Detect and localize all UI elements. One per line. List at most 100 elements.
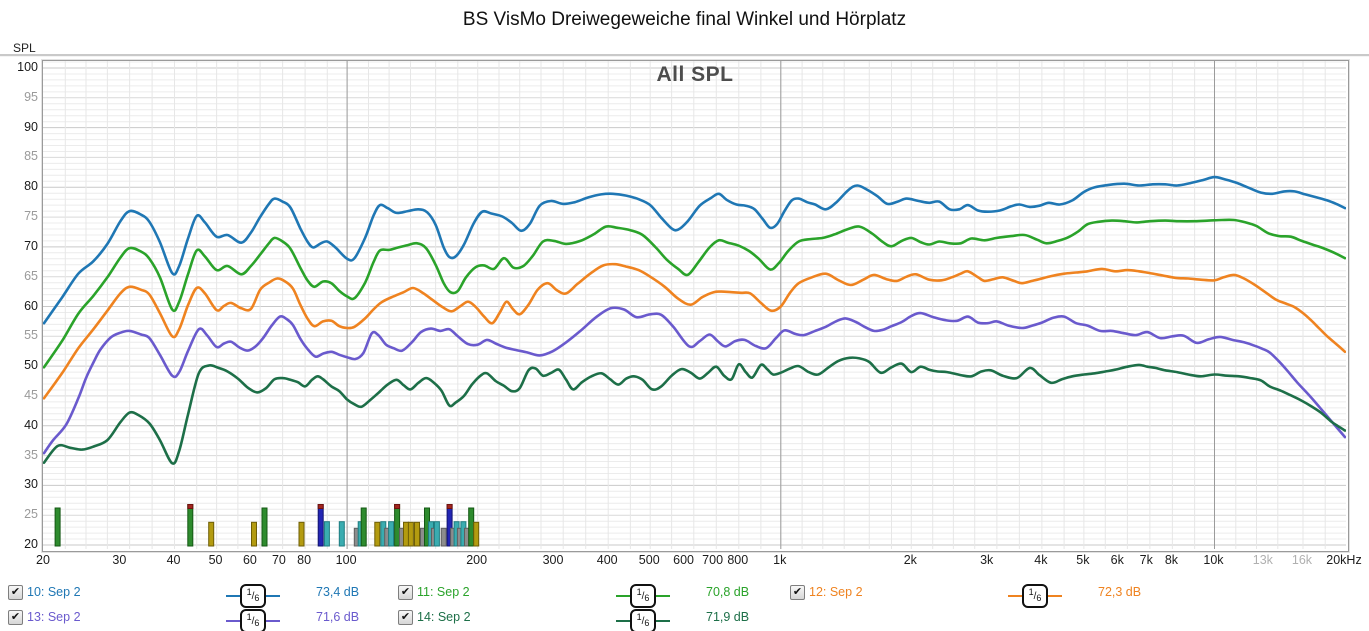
measurement-label[interactable]: 11: Sep 2 <box>417 585 470 599</box>
smoothing-badge[interactable]: 1/6 <box>598 609 688 631</box>
page-title: BS VisMo Dreiwegeweiche final Winkel und… <box>462 9 907 30</box>
measurement-label[interactable]: 12: Sep 2 <box>809 585 863 599</box>
spectrum-bar <box>374 521 381 547</box>
x-tick-label: 700 <box>702 553 724 567</box>
measurement-checkbox[interactable]: ✔ <box>790 585 805 600</box>
spectrum-bar <box>407 521 414 547</box>
spectrum-bar-cap <box>394 504 401 509</box>
spectrum-bar <box>317 504 324 547</box>
spectrum-bar <box>298 521 305 547</box>
panel-divider <box>0 54 1369 56</box>
badge-line <box>615 620 630 622</box>
graph-overlay-title: All SPL <box>656 63 734 86</box>
x-tick-label: 50 <box>208 553 223 567</box>
badge-line <box>1048 595 1063 597</box>
measurement-label[interactable]: 13: Sep 2 <box>27 610 81 624</box>
spl-trace-3[interactable] <box>43 262 1346 400</box>
measurement-checkbox[interactable]: ✔ <box>398 610 413 625</box>
x-tick-label: 400 <box>596 553 618 567</box>
y-tick-label: 90 <box>24 119 38 134</box>
badge-line <box>656 620 671 622</box>
measurement-average: 71,6 dB <box>316 610 360 624</box>
y-tick-label: 55 <box>24 328 38 343</box>
x-tick-label: 8k <box>1164 553 1179 567</box>
smoothing-badge[interactable]: 1/6 <box>990 584 1080 608</box>
y-tick-label: 80 <box>24 179 38 194</box>
measurement-checkbox[interactable]: ✔ <box>398 585 413 600</box>
y-tick-label: 65 <box>24 268 38 283</box>
badge-line <box>225 595 240 597</box>
y-tick-label: 25 <box>24 507 38 522</box>
measurement-label[interactable]: 14: Sep 2 <box>417 610 471 624</box>
badge-line <box>225 620 240 622</box>
y-tick-label: 45 <box>24 387 38 402</box>
x-tick-label: 7k <box>1139 553 1153 567</box>
spectrum-bar-cap <box>446 504 453 509</box>
x-tick-label: 800 <box>727 553 749 567</box>
smoothing-value: 1/6 <box>239 609 267 631</box>
spectrum-bar <box>208 521 215 547</box>
spectrum-bar <box>394 504 401 547</box>
spl-trace-1[interactable] <box>43 175 1346 325</box>
x-tick-label: 20kHz <box>1326 553 1362 567</box>
spectrum-bar <box>414 521 420 547</box>
x-tick-label: 60 <box>242 553 257 567</box>
x-tick-label: 100 <box>335 553 357 567</box>
measurement-average: 73,4 dB <box>316 585 360 599</box>
spl-trace-4[interactable] <box>43 306 1346 455</box>
smoothing-value: 1/6 <box>239 584 267 608</box>
spectrum-bar-cap <box>317 504 324 509</box>
x-tick-label: 5k <box>1076 553 1090 567</box>
spectrum-bar <box>403 521 409 547</box>
x-tick-label: 40 <box>166 553 181 567</box>
x-tick-label: 2k <box>903 553 917 567</box>
badge-line <box>266 620 281 622</box>
spectrum-bar <box>433 521 440 547</box>
y-tick-label: 60 <box>24 298 38 313</box>
spectrum-bar <box>468 507 475 547</box>
smoothing-badge[interactable]: 1/6 <box>208 609 298 631</box>
smoothing-badge[interactable]: 1/6 <box>598 584 688 608</box>
x-tick-label: 300 <box>542 553 564 567</box>
x-tick-label: 30 <box>112 553 127 567</box>
badge-line <box>266 595 281 597</box>
y-tick-label: 70 <box>24 238 38 253</box>
spectrum-bar <box>251 521 257 547</box>
y-tick-label: 100 <box>17 60 38 74</box>
y-tick-label: 20 <box>24 537 38 551</box>
y-tick-label: 75 <box>24 209 38 224</box>
x-tick-label: 80 <box>297 553 312 567</box>
x-tick-label: 4k <box>1034 553 1048 567</box>
x-tick-label: 70 <box>271 553 286 567</box>
y-tick-label: 40 <box>24 417 38 432</box>
badge-line <box>1007 595 1022 597</box>
smoothing-badge[interactable]: 1/6 <box>208 584 298 608</box>
badge-line <box>615 595 630 597</box>
measurement-average: 70,8 dB <box>706 585 750 599</box>
spectrum-bar <box>360 507 367 547</box>
x-tick-label: 500 <box>638 553 660 567</box>
x-tick-label: 200 <box>466 553 488 567</box>
spl-trace-5[interactable] <box>43 356 1346 465</box>
y-tick-label: 30 <box>24 477 38 492</box>
spectrum-bar-cap <box>187 504 194 509</box>
smoothing-value: 1/6 <box>629 609 657 631</box>
measurement-checkbox[interactable]: ✔ <box>8 585 23 600</box>
x-tick-label: 6k <box>1110 553 1124 567</box>
x-tick-label: 20 <box>36 553 50 567</box>
spl-graph-canvas[interactable] <box>43 61 1346 549</box>
measurement-average: 72,3 dB <box>1098 585 1142 599</box>
spectrum-bar <box>187 504 194 547</box>
spectrum-bar <box>338 521 345 547</box>
x-tick-label: 1k <box>773 553 787 567</box>
smoothing-value: 1/6 <box>629 584 657 608</box>
spl-trace-2[interactable] <box>43 218 1346 369</box>
plot-area[interactable]: All SPL <box>42 60 1349 552</box>
spectrum-bar <box>261 507 268 547</box>
y-tick-label: 85 <box>24 149 38 164</box>
measurement-label[interactable]: 10: Sep 2 <box>27 585 81 599</box>
spectrum-bar <box>54 507 61 547</box>
measurement-average: 71,9 dB <box>706 610 750 624</box>
measurement-checkbox[interactable]: ✔ <box>8 610 23 625</box>
